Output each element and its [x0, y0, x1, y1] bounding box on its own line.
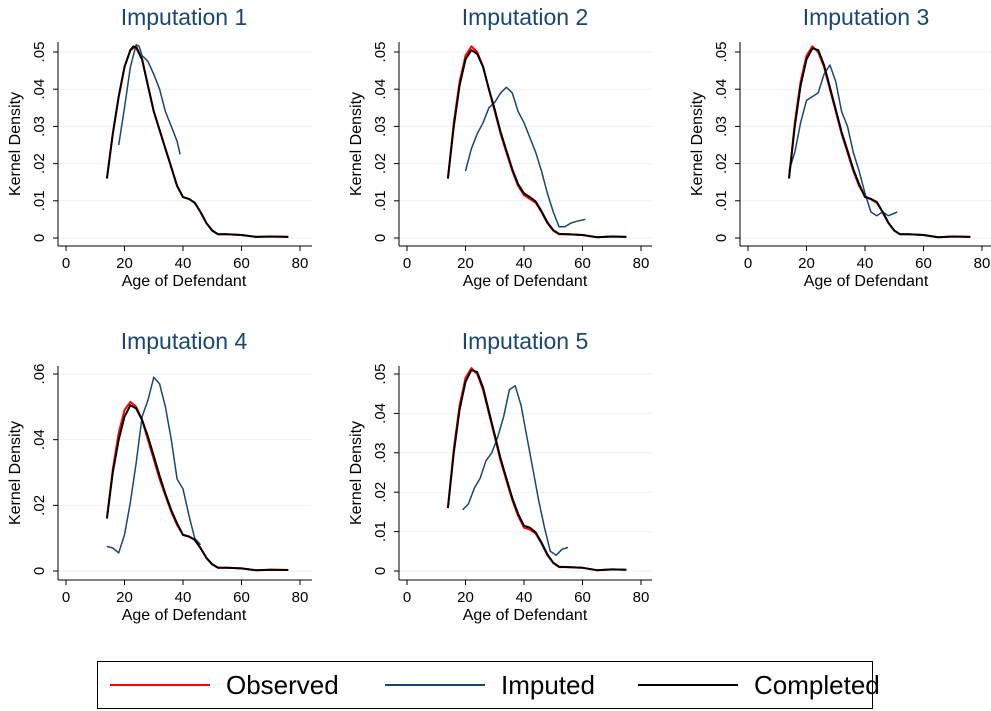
y-tick-label: .05 [372, 364, 389, 385]
series-line-imputed [788, 64, 898, 217]
y-tick-label: .04 [713, 79, 730, 100]
x-tick-label: 60 [915, 255, 932, 272]
x-axis-title: Age of Defendant [463, 273, 588, 290]
x-tick-label: 60 [574, 589, 591, 606]
x-tick-label: 60 [574, 255, 591, 272]
legend-item-observed: Observed [110, 662, 339, 708]
x-tick-label: 20 [798, 255, 815, 272]
y-axis-title: Kernel Density [7, 421, 24, 525]
legend-item-completed: Completed [638, 662, 880, 708]
x-tick-label: 80 [633, 255, 650, 272]
panel-4: 0 .02 .04 .06 0 20 40 60 80 Age of Defendant Kerne… [7, 328, 312, 624]
x-tick-label: 40 [175, 589, 192, 606]
legend-item-imputed: Imputed [385, 662, 595, 708]
y-axis-title: Kernel Density [348, 421, 365, 525]
y-tick-label: .01 [372, 190, 389, 211]
panel-title: Imputation 5 [462, 328, 589, 354]
x-axis-title: Age of Defendant [122, 607, 247, 624]
y-tick-label: .03 [372, 442, 389, 463]
legend-swatch-observed [110, 684, 210, 686]
x-tick-label: 20 [116, 255, 133, 272]
y-tick-label: .04 [31, 79, 48, 100]
series-line-completed [446, 369, 627, 572]
panel-title: Imputation 2 [462, 4, 589, 30]
x-tick-label: 40 [516, 255, 533, 272]
y-tick-label: .01 [713, 190, 730, 211]
y-tick-label: .02 [31, 495, 48, 516]
panel-title: Imputation 1 [121, 4, 248, 30]
series-line-completed [446, 49, 627, 239]
x-tick-label: 40 [516, 589, 533, 606]
series-line-imputed [462, 385, 569, 556]
x-tick-label: 60 [233, 589, 250, 606]
y-axis-title: Kernel Density [7, 92, 24, 196]
x-tick-label: 0 [744, 255, 752, 272]
x-axis-title: Age of Defendant [804, 273, 929, 290]
x-tick-label: 60 [233, 255, 250, 272]
x-tick-label: 40 [175, 255, 192, 272]
x-tick-label: 80 [974, 255, 991, 272]
y-tick-label: 0 [372, 234, 389, 242]
legend-label-observed: Observed [226, 669, 339, 700]
x-tick-label: 40 [857, 255, 874, 272]
x-tick-label: 0 [403, 255, 411, 272]
series-line-imputed [106, 376, 202, 554]
y-tick-label: .05 [372, 42, 389, 63]
y-tick-label: .05 [31, 42, 48, 63]
y-tick-label: .06 [31, 364, 48, 385]
y-tick-label: .03 [31, 116, 48, 137]
x-tick-label: 20 [457, 255, 474, 272]
y-axis-title: Kernel Density [348, 92, 365, 196]
panel-3: 0 .01 .02 .03 .04 .05 0 20 40 60 80 Age of Defendan… [689, 4, 991, 290]
x-tick-label: 0 [403, 589, 411, 606]
y-tick-label: 0 [372, 567, 389, 575]
y-tick-label: .02 [31, 153, 48, 174]
legend: Observed Imputed Completed [97, 661, 880, 709]
panel-title: Imputation 4 [121, 328, 248, 354]
panel-2: 0 .01 .02 .03 .04 .05 0 20 40 60 80 Age of Defendan… [348, 4, 652, 290]
panel-title: Imputation 3 [803, 4, 930, 30]
y-tick-label: .01 [372, 521, 389, 542]
y-tick-label: .02 [372, 153, 389, 174]
x-tick-label: 80 [292, 589, 309, 606]
x-tick-label: 0 [62, 255, 70, 272]
series-line-completed [105, 404, 289, 572]
y-axis-title: Kernel Density [689, 92, 706, 196]
y-tick-label: 0 [31, 234, 48, 242]
panel-5: 0 .01 .02 .03 .04 .05 0 20 40 60 80 Age of Defendan… [348, 328, 652, 624]
x-tick-label: 20 [116, 589, 133, 606]
series-line-completed [105, 45, 289, 238]
series-line-completed [788, 47, 971, 239]
y-tick-label: .05 [713, 42, 730, 63]
panel-1: 0 .01 .02 .03 .04 .05 0 20 40 60 80 Age of Defendan… [7, 4, 312, 290]
x-tick-label: 20 [457, 589, 474, 606]
legend-label-imputed: Imputed [501, 669, 595, 700]
y-tick-label: .01 [31, 190, 48, 211]
x-tick-label: 0 [62, 589, 70, 606]
y-tick-label: .03 [372, 116, 389, 137]
y-tick-label: 0 [31, 567, 48, 575]
x-tick-label: 80 [292, 255, 309, 272]
y-tick-label: .04 [31, 429, 48, 450]
y-tick-label: .02 [713, 153, 730, 174]
x-axis-title: Age of Defendant [122, 273, 247, 290]
y-tick-label: .02 [372, 482, 389, 503]
y-tick-label: .04 [372, 403, 389, 424]
legend-swatch-completed [638, 684, 738, 686]
y-tick-label: 0 [713, 234, 730, 242]
x-tick-label: 80 [633, 589, 650, 606]
series-line-observed [446, 367, 627, 572]
x-axis-title: Age of Defendant [463, 607, 588, 624]
legend-label-completed: Completed [754, 669, 880, 700]
y-tick-label: .04 [372, 79, 389, 100]
series-line-imputed [464, 86, 586, 228]
series-line-imputed [117, 43, 181, 155]
y-tick-label: .03 [713, 116, 730, 137]
legend-swatch-imputed [385, 684, 485, 686]
